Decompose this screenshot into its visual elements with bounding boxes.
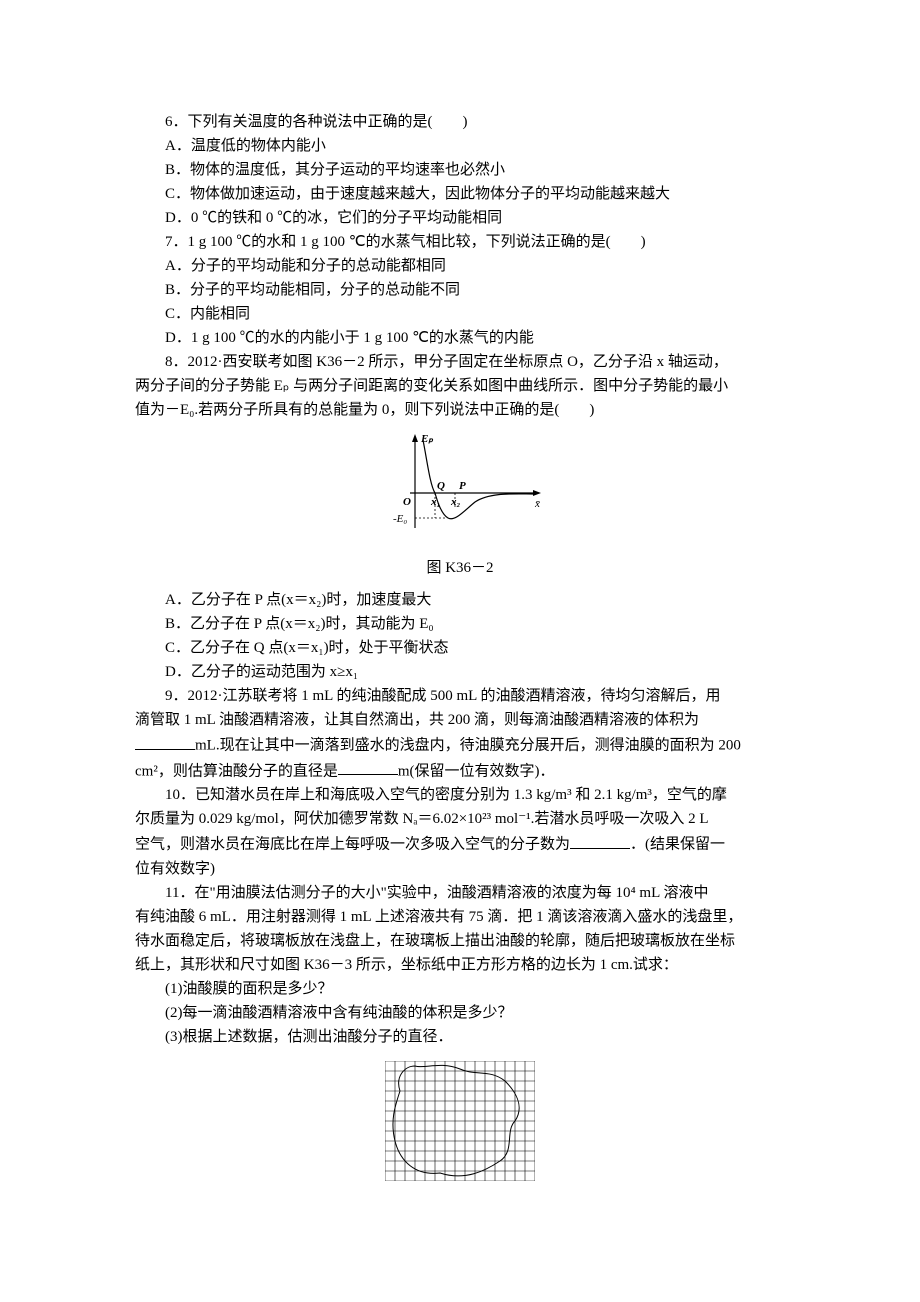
q9-part3: mL.现在让其中一滴落到盛水的浅盘内，待油膜充分展开后，测得油膜的面积为 200 — [135, 732, 785, 758]
q7-opt-b: B．分子的平均动能相同，分子的总动能不同 — [135, 278, 785, 302]
q8-opt-c: C．乙分子在 Q 点(x＝x₁)时，处于平衡状态 — [135, 636, 785, 660]
q9-blank2 — [338, 758, 398, 776]
q11-sub3: (3)根据上述数据，估测出油酸分子的直径． — [135, 1025, 785, 1049]
figure-k36-3 — [135, 1061, 785, 1181]
q11-part1: 11．在"用油膜法估测分子的大小"实验中，油酸酒精溶液的浓度为每 10⁴ mL … — [135, 881, 785, 905]
q11-part3: 待水面稳定后，将玻璃板放在浅盘上，在玻璃板上描出油酸的轮廓，随后把玻璃板放在坐标 — [135, 929, 785, 953]
svg-text:x₂: x₂ — [450, 496, 461, 508]
q6-opt-b: B．物体的温度低，其分子运动的平均速率也必然小 — [135, 158, 785, 182]
ep-curve-chart: Eₚ x̄ Ox₁ x₂ Q P -E₀ — [375, 430, 545, 540]
figure-k36-2-caption: 图 K36－2 — [135, 556, 785, 580]
svg-text:-E₀: -E₀ — [393, 513, 407, 525]
q7-opt-a: A．分子的平均动能和分子的总动能都相同 — [135, 254, 785, 278]
q6-opt-d: D．0 ℃的铁和 0 ℃的冰，它们的分子平均动能相同 — [135, 206, 785, 230]
q11-part4: 纸上，其形状和尺寸如图 K36－3 所示，坐标纸中正方形方格的边长为 1 cm.… — [135, 953, 785, 977]
q9-blank1 — [135, 732, 195, 750]
q8-opt-b: B．乙分子在 P 点(x＝x₂)时，其动能为 E₀ — [135, 612, 785, 636]
q9-part4a: cm²，则估算油酸分子的直径是 — [135, 763, 338, 779]
q9-part4b: m(保留一位有效数字)． — [398, 763, 555, 779]
svg-text:Eₚ: Eₚ — [420, 433, 433, 445]
q10-part3a: 空气，则潜水员在海底比在岸上每呼吸一次多吸入空气的分子数为 — [135, 837, 570, 853]
q10-part4: 位有效数字) — [135, 857, 785, 881]
q6-stem: 6．下列有关温度的各种说法中正确的是( ) — [135, 110, 785, 134]
q10-part3b: ．(结果保留一 — [630, 837, 725, 853]
q10-part2: 尔质量为 0.029 kg/mol，阿伏加德罗常数 Nₐ＝6.02×10²³ m… — [135, 807, 785, 831]
q7-opt-d: D．1 g 100 ℃的水的内能小于 1 g 100 ℃的水蒸气的内能 — [135, 326, 785, 350]
svg-text:Q: Q — [437, 480, 445, 492]
q6-opt-c: C．物体做加速运动，由于速度越来越大，因此物体分子的平均动能越来越大 — [135, 182, 785, 206]
q9-part1: 9．2012·江苏联考将 1 mL 的纯油酸配成 500 mL 的油酸酒精溶液，… — [135, 684, 785, 708]
q8-stem-1: 8．2012·西安联考如图 K36－2 所示，甲分子固定在坐标原点 O，乙分子沿… — [135, 350, 785, 374]
svg-text:x₁: x₁ — [430, 496, 440, 508]
svg-text:O: O — [403, 496, 411, 508]
svg-text:x̄: x̄ — [534, 498, 540, 510]
q8-opt-d: D．乙分子的运动范围为 x≥x₁ — [135, 660, 785, 684]
q8-stem-2: 两分子间的分子势能 Eₚ 与两分子间距离的变化关系如图中曲线所示．图中分子势能的… — [135, 374, 785, 398]
q11-part2: 有纯油酸 6 mL．用注射器测得 1 mL 上述溶液共有 75 滴．把 1 滴该… — [135, 905, 785, 929]
q10-part3: 空气，则潜水员在海底比在岸上每呼吸一次多吸入空气的分子数为 ．(结果保留一 — [135, 831, 785, 857]
q8-opt-a: A．乙分子在 P 点(x＝x₂)时，加速度最大 — [135, 588, 785, 612]
svg-text:P: P — [459, 480, 466, 492]
q9-part2: 滴管取 1 mL 油酸酒精溶液，让其自然滴出，共 200 滴，则每滴油酸酒精溶液… — [135, 708, 785, 732]
figure-k36-2: Eₚ x̄ Ox₁ x₂ Q P -E₀ — [135, 430, 785, 548]
q7-stem: 7．1 g 100 ℃的水和 1 g 100 ℃的水蒸气相比较，下列说法正确的是… — [135, 230, 785, 254]
q6-opt-a: A．温度低的物体内能小 — [135, 134, 785, 158]
q10-blank — [570, 831, 630, 849]
q7-opt-c: C．内能相同 — [135, 302, 785, 326]
q10-part1: 10．已知潜水员在岸上和海底吸入空气的密度分别为 1.3 kg/m³ 和 2.1… — [135, 783, 785, 807]
q11-sub1: (1)油酸膜的面积是多少？ — [135, 977, 785, 1001]
oil-film-grid — [385, 1061, 535, 1181]
q9-part4: cm²，则估算油酸分子的直径是 m(保留一位有效数字)． — [135, 758, 785, 784]
q11-sub2: (2)每一滴油酸酒精溶液中含有纯油酸的体积是多少？ — [135, 1001, 785, 1025]
q8-stem-3: 值为－E₀.若两分子所具有的总能量为 0，则下列说法中正确的是( ) — [135, 398, 785, 422]
q9-part3a: mL.现在让其中一滴落到盛水的浅盘内，待油膜充分展开后，测得油膜的面积为 200 — [195, 738, 741, 754]
